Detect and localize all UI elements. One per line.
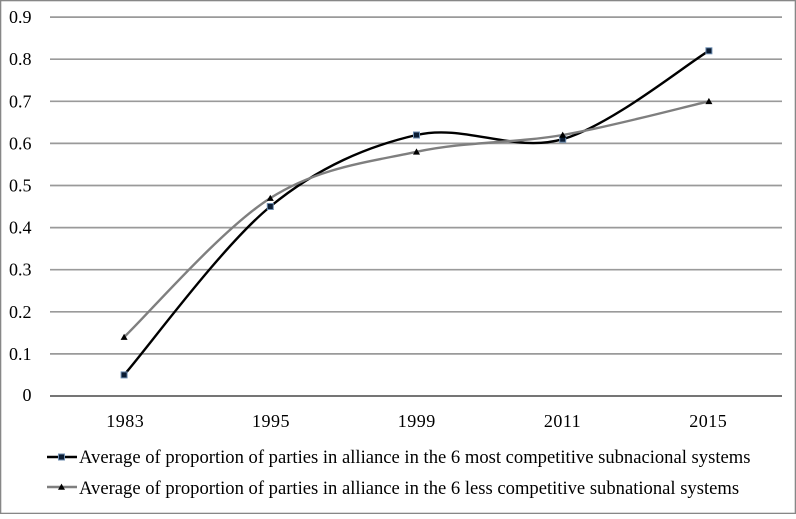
svg-text:0: 0 [23, 385, 32, 405]
svg-text:0.6: 0.6 [9, 133, 32, 153]
svg-text:1995: 1995 [252, 411, 290, 431]
svg-text:0.5: 0.5 [9, 176, 32, 196]
svg-text:0.8: 0.8 [9, 49, 32, 69]
svg-text:0.3: 0.3 [9, 260, 32, 280]
svg-text:2015: 2015 [689, 411, 727, 431]
svg-text:0.9: 0.9 [9, 7, 32, 27]
svg-text:1983: 1983 [106, 411, 144, 431]
svg-text:0.4: 0.4 [9, 218, 32, 238]
svg-text:Average of proportion of parti: Average of proportion of parties in alli… [79, 447, 750, 468]
svg-text:0.2: 0.2 [9, 302, 32, 322]
svg-text:0.1: 0.1 [9, 344, 32, 364]
svg-text:2011: 2011 [544, 411, 581, 431]
svg-text:0.7: 0.7 [9, 91, 32, 111]
svg-text:1999: 1999 [398, 411, 436, 431]
svg-text:Average of proportion of parti: Average of proportion of parties in alli… [79, 478, 739, 499]
